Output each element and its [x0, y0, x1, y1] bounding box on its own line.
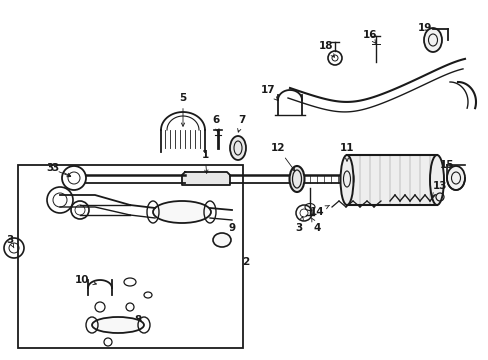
- Text: 4: 4: [311, 218, 320, 233]
- Text: 3: 3: [295, 216, 303, 233]
- Ellipse shape: [213, 233, 230, 247]
- Ellipse shape: [340, 155, 353, 205]
- Text: 16: 16: [362, 30, 376, 43]
- Text: 3: 3: [51, 163, 71, 176]
- Text: 11: 11: [339, 143, 353, 161]
- Text: 2: 2: [242, 257, 249, 267]
- Text: 7: 7: [237, 115, 245, 132]
- Ellipse shape: [340, 166, 353, 192]
- Text: 5: 5: [179, 93, 186, 126]
- Text: 12: 12: [270, 143, 294, 171]
- Ellipse shape: [429, 155, 443, 205]
- Text: 14: 14: [309, 205, 329, 217]
- Text: 19: 19: [417, 23, 431, 39]
- Ellipse shape: [289, 166, 304, 192]
- Text: 3: 3: [6, 235, 14, 248]
- Ellipse shape: [229, 136, 245, 160]
- Ellipse shape: [446, 166, 464, 190]
- Bar: [346, 155, 436, 205]
- Text: 9: 9: [224, 223, 235, 238]
- Text: 3: 3: [46, 163, 70, 177]
- Text: 6: 6: [212, 115, 219, 132]
- Bar: [18, 165, 243, 348]
- Text: 8: 8: [122, 315, 142, 325]
- Text: 18: 18: [318, 41, 334, 57]
- Ellipse shape: [153, 201, 210, 223]
- Polygon shape: [182, 172, 229, 185]
- Ellipse shape: [92, 317, 143, 333]
- Text: 1: 1: [201, 150, 208, 173]
- Text: 10: 10: [75, 275, 96, 285]
- Text: 13: 13: [431, 181, 447, 196]
- Text: 17: 17: [260, 85, 277, 100]
- Text: 15: 15: [439, 160, 453, 170]
- Ellipse shape: [423, 28, 441, 52]
